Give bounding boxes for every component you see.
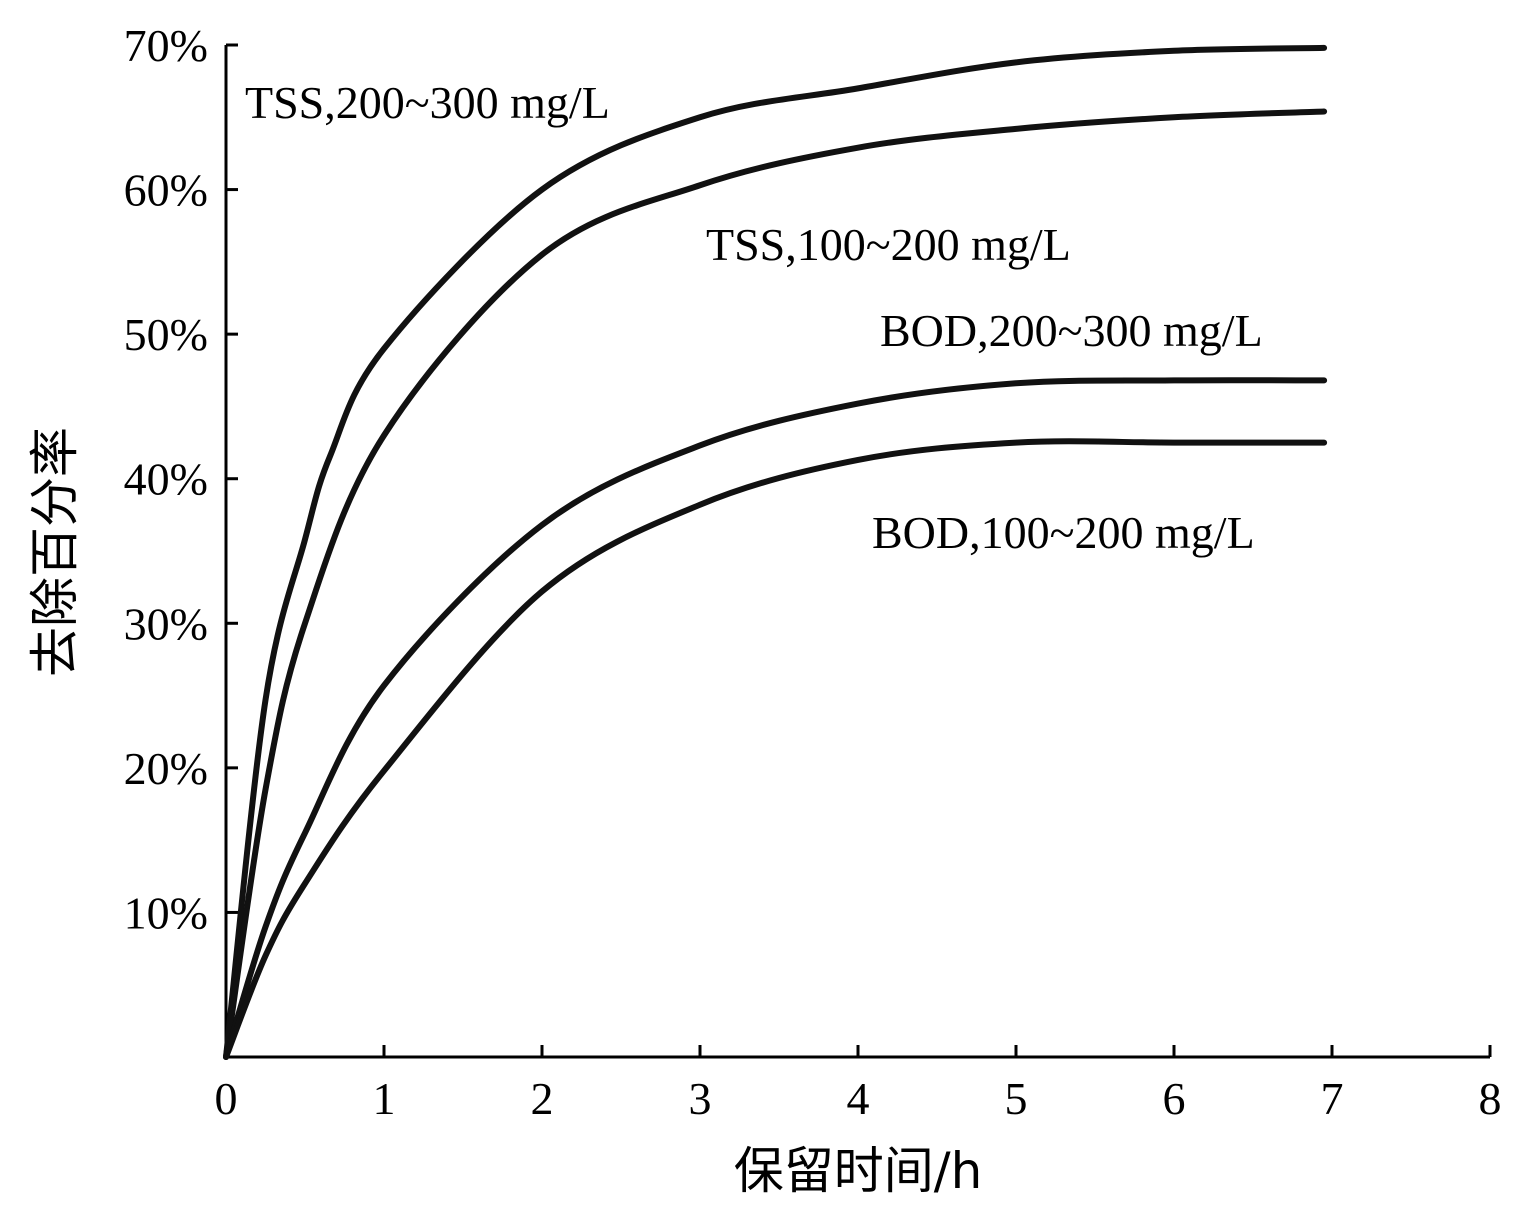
label-bod-100-200: BOD,100~200 mg/L [872, 507, 1255, 558]
x-tick-label: 3 [689, 1073, 712, 1124]
x-tick-label: 6 [1163, 1073, 1186, 1124]
label-bod-200-300: BOD,200~300 mg/L [880, 305, 1263, 356]
x-tick-label: 7 [1321, 1073, 1344, 1124]
label-tss-200-300: TSS,200~300 mg/L [245, 77, 610, 128]
x-tick-label: 8 [1479, 1073, 1502, 1124]
x-tick-label: 2 [531, 1073, 554, 1124]
x-tick-label: 1 [373, 1073, 396, 1124]
y-tick-label: 10% [124, 887, 208, 938]
series-line-1 [223, 108, 1328, 1060]
y-tick-label: 40% [124, 454, 208, 505]
y-tick-label: 70% [124, 20, 208, 71]
x-tick-label: 4 [847, 1073, 870, 1124]
x-tick-label: 0 [215, 1073, 238, 1124]
x-axis-label: 保留时间/h [734, 1142, 983, 1200]
x-tick-label: 5 [1005, 1073, 1028, 1124]
series-line-0 [223, 44, 1328, 1060]
label-tss-100-200: TSS,100~200 mg/L [706, 219, 1071, 270]
series-line-2 [223, 377, 1328, 1060]
y-tick-label: 60% [124, 165, 208, 216]
series-line-3 [223, 438, 1328, 1060]
y-tick-label: 20% [124, 743, 208, 794]
axes [224, 45, 1490, 1059]
y-tick-label: 50% [124, 309, 208, 360]
y-tick-label: 30% [124, 598, 208, 649]
y-axis-label: 去除百分率 [26, 427, 84, 677]
